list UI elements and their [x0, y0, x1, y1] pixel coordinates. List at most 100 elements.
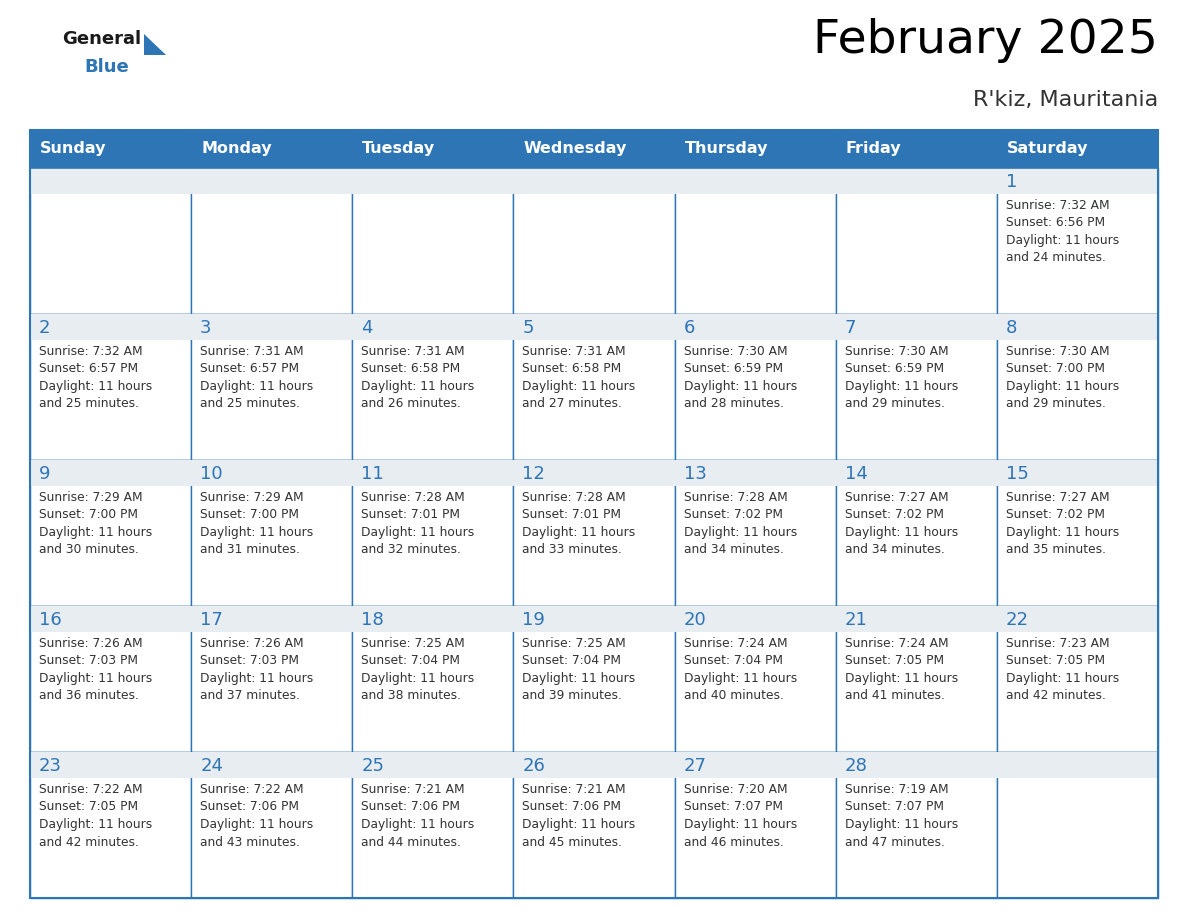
Text: Sunset: 7:01 PM: Sunset: 7:01 PM — [361, 509, 460, 521]
Text: Daylight: 11 hours: Daylight: 11 hours — [361, 380, 474, 393]
Text: 18: 18 — [361, 611, 384, 629]
Bar — [191, 168, 353, 314]
Text: 28: 28 — [845, 757, 867, 775]
Text: Sunset: 7:04 PM: Sunset: 7:04 PM — [683, 655, 783, 667]
Bar — [191, 168, 353, 194]
Text: 27: 27 — [683, 757, 707, 775]
Text: 9: 9 — [39, 465, 51, 483]
Text: Sunset: 7:04 PM: Sunset: 7:04 PM — [523, 655, 621, 667]
Text: 3: 3 — [200, 319, 211, 337]
Text: Sunrise: 7:21 AM: Sunrise: 7:21 AM — [361, 783, 465, 796]
Bar — [997, 460, 1158, 606]
Text: Sunrise: 7:22 AM: Sunrise: 7:22 AM — [39, 783, 143, 796]
Bar — [835, 752, 997, 898]
Bar — [835, 168, 997, 194]
Text: R'kiz, Mauritania: R'kiz, Mauritania — [973, 90, 1158, 110]
Text: Sunrise: 7:25 AM: Sunrise: 7:25 AM — [523, 637, 626, 650]
Bar — [30, 168, 191, 314]
Bar — [675, 168, 835, 314]
Bar — [513, 314, 675, 340]
Bar — [835, 314, 997, 460]
Text: Daylight: 11 hours: Daylight: 11 hours — [845, 818, 958, 831]
Text: Sunrise: 7:30 AM: Sunrise: 7:30 AM — [845, 345, 948, 358]
Text: and 28 minutes.: and 28 minutes. — [683, 397, 784, 410]
Text: Sunset: 7:02 PM: Sunset: 7:02 PM — [683, 509, 783, 521]
Bar — [675, 606, 835, 632]
Bar — [353, 130, 513, 168]
Text: Sunday: Sunday — [40, 141, 107, 156]
Text: Sunset: 7:00 PM: Sunset: 7:00 PM — [39, 509, 138, 521]
Text: February 2025: February 2025 — [813, 18, 1158, 63]
Text: Sunrise: 7:23 AM: Sunrise: 7:23 AM — [1006, 637, 1110, 650]
Text: Daylight: 11 hours: Daylight: 11 hours — [39, 526, 152, 539]
Text: Daylight: 11 hours: Daylight: 11 hours — [845, 672, 958, 685]
Text: Daylight: 11 hours: Daylight: 11 hours — [845, 380, 958, 393]
Bar — [30, 606, 191, 632]
Bar — [997, 752, 1158, 778]
Text: and 46 minutes.: and 46 minutes. — [683, 835, 783, 848]
Text: Sunrise: 7:32 AM: Sunrise: 7:32 AM — [1006, 199, 1110, 212]
Bar — [513, 168, 675, 314]
Bar — [513, 460, 675, 486]
Text: and 26 minutes.: and 26 minutes. — [361, 397, 461, 410]
Text: and 36 minutes.: and 36 minutes. — [39, 689, 139, 702]
Text: Daylight: 11 hours: Daylight: 11 hours — [683, 818, 797, 831]
Text: and 32 minutes.: and 32 minutes. — [361, 543, 461, 556]
Text: 7: 7 — [845, 319, 857, 337]
Bar — [30, 314, 191, 460]
Bar — [835, 460, 997, 606]
Text: Daylight: 11 hours: Daylight: 11 hours — [683, 672, 797, 685]
Text: Monday: Monday — [201, 141, 272, 156]
Bar — [353, 752, 513, 898]
Text: Sunset: 7:00 PM: Sunset: 7:00 PM — [1006, 363, 1105, 375]
Bar — [997, 460, 1158, 486]
Text: 19: 19 — [523, 611, 545, 629]
Text: Daylight: 11 hours: Daylight: 11 hours — [1006, 526, 1119, 539]
Text: and 42 minutes.: and 42 minutes. — [39, 835, 139, 848]
Bar — [30, 752, 191, 778]
Text: Daylight: 11 hours: Daylight: 11 hours — [361, 672, 474, 685]
Bar — [191, 752, 353, 898]
Text: Sunrise: 7:21 AM: Sunrise: 7:21 AM — [523, 783, 626, 796]
Bar — [30, 314, 191, 340]
Bar — [191, 314, 353, 340]
Polygon shape — [144, 34, 166, 55]
Text: Sunset: 7:06 PM: Sunset: 7:06 PM — [200, 800, 299, 813]
Text: Daylight: 11 hours: Daylight: 11 hours — [1006, 380, 1119, 393]
Text: 12: 12 — [523, 465, 545, 483]
Text: 6: 6 — [683, 319, 695, 337]
Bar — [675, 460, 835, 486]
Bar — [513, 606, 675, 632]
Bar — [353, 168, 513, 194]
Text: Daylight: 11 hours: Daylight: 11 hours — [361, 818, 474, 831]
Text: and 38 minutes.: and 38 minutes. — [361, 689, 461, 702]
Text: 4: 4 — [361, 319, 373, 337]
Bar — [191, 752, 353, 778]
Text: and 24 minutes.: and 24 minutes. — [1006, 252, 1106, 264]
Text: 17: 17 — [200, 611, 223, 629]
Text: Sunset: 6:58 PM: Sunset: 6:58 PM — [523, 363, 621, 375]
Text: Daylight: 11 hours: Daylight: 11 hours — [200, 380, 314, 393]
Text: and 30 minutes.: and 30 minutes. — [39, 543, 139, 556]
Text: Sunset: 7:05 PM: Sunset: 7:05 PM — [39, 800, 138, 813]
Bar — [30, 130, 191, 168]
Text: Sunrise: 7:31 AM: Sunrise: 7:31 AM — [523, 345, 626, 358]
Text: and 29 minutes.: and 29 minutes. — [1006, 397, 1106, 410]
Text: Blue: Blue — [84, 58, 128, 76]
Text: Sunset: 7:02 PM: Sunset: 7:02 PM — [1006, 509, 1105, 521]
Bar — [513, 168, 675, 194]
Bar — [835, 168, 997, 314]
Text: Daylight: 11 hours: Daylight: 11 hours — [39, 380, 152, 393]
Bar — [675, 130, 835, 168]
Bar — [191, 460, 353, 486]
Text: Sunrise: 7:22 AM: Sunrise: 7:22 AM — [200, 783, 304, 796]
Text: and 44 minutes.: and 44 minutes. — [361, 835, 461, 848]
Text: 23: 23 — [39, 757, 62, 775]
Text: Daylight: 11 hours: Daylight: 11 hours — [200, 818, 314, 831]
Text: 1: 1 — [1006, 173, 1017, 191]
Text: Daylight: 11 hours: Daylight: 11 hours — [39, 672, 152, 685]
Text: Sunrise: 7:26 AM: Sunrise: 7:26 AM — [39, 637, 143, 650]
Text: and 25 minutes.: and 25 minutes. — [200, 397, 301, 410]
Text: Daylight: 11 hours: Daylight: 11 hours — [1006, 234, 1119, 247]
Text: Sunset: 6:56 PM: Sunset: 6:56 PM — [1006, 217, 1105, 230]
